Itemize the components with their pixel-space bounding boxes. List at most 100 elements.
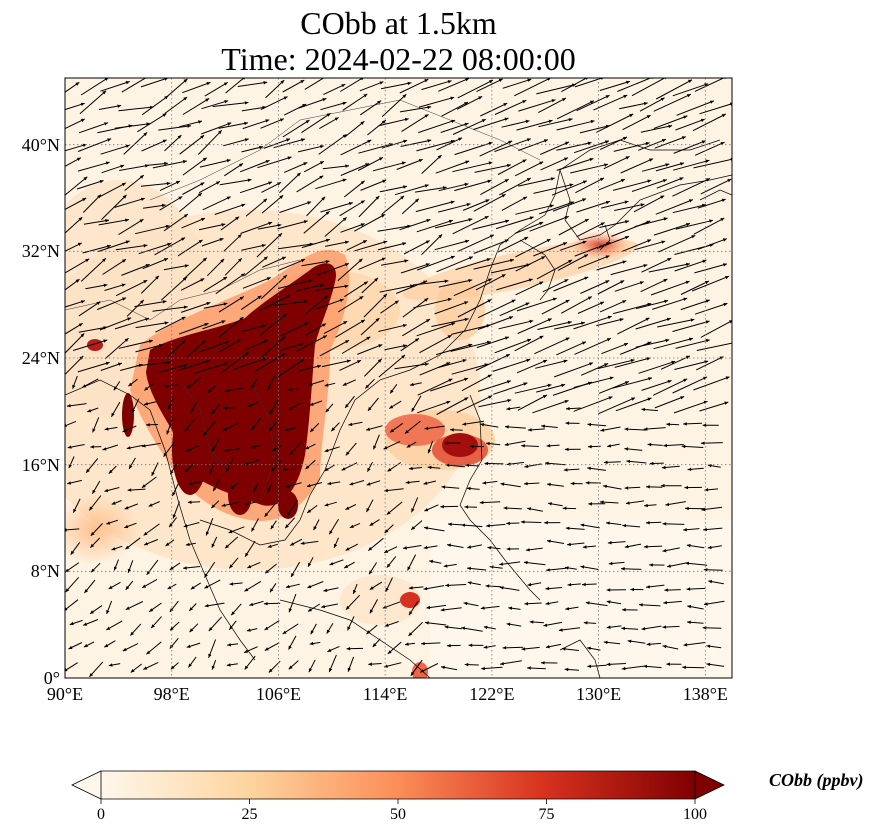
wind-arrow xyxy=(288,593,297,613)
wind-arrow xyxy=(515,255,546,272)
wind-arrow xyxy=(203,276,228,293)
wind-arrow xyxy=(146,641,162,655)
wind-arrow xyxy=(666,662,682,666)
wind-arrow xyxy=(495,216,534,230)
wind-arrow xyxy=(141,139,167,152)
wind-arrow xyxy=(657,318,695,328)
wind-arrow xyxy=(204,81,228,97)
wind-arrow xyxy=(113,559,119,571)
wind-arrow xyxy=(652,297,688,310)
wind-arrow xyxy=(404,642,416,646)
wind-arrow xyxy=(319,339,350,357)
wind-arrow xyxy=(514,335,544,352)
wind-arrow xyxy=(263,138,291,149)
wind-arrow xyxy=(211,404,220,415)
wind-arrow xyxy=(700,320,732,338)
wind-arrow xyxy=(467,544,482,549)
wind-arrow xyxy=(573,376,614,388)
wind-arrow xyxy=(693,376,730,391)
wind-arrow xyxy=(622,239,652,252)
wind-arrow xyxy=(247,401,259,408)
wind-arrow xyxy=(308,380,325,386)
wind-arrow xyxy=(267,482,273,493)
wind-arrow xyxy=(494,99,527,115)
wind-arrow xyxy=(456,395,493,414)
wind-arrow xyxy=(497,159,527,175)
wind-arrow xyxy=(417,378,453,396)
wind-arrow xyxy=(140,181,171,187)
wind-arrow xyxy=(101,194,127,220)
wind-arrow xyxy=(305,323,327,336)
wind-arrow xyxy=(707,545,722,550)
wind-arrow xyxy=(556,100,595,120)
wind-arrow xyxy=(499,302,530,317)
wind-arrow xyxy=(655,162,685,172)
wind-arrow xyxy=(556,141,592,151)
y-tick-label: 16°N xyxy=(21,454,60,475)
wind-arrow xyxy=(282,623,299,635)
wind-arrow xyxy=(264,563,277,574)
wind-arrow xyxy=(321,359,351,368)
wind-arrow xyxy=(603,484,622,490)
wind-arrow xyxy=(605,521,622,526)
wind-arrow xyxy=(533,242,568,257)
wind-arrow xyxy=(596,318,624,327)
wind-arrow xyxy=(220,216,240,231)
wind-arrow xyxy=(352,583,358,595)
wind-arrow xyxy=(676,100,715,116)
wind-arrow xyxy=(367,537,384,551)
wind-arrow xyxy=(662,547,680,553)
wind-arrow xyxy=(597,358,635,370)
wind-arrow xyxy=(78,301,101,317)
wind-arrow xyxy=(650,280,690,296)
wind-arrow xyxy=(102,258,127,275)
wind-arrow xyxy=(400,337,420,352)
wind-arrow xyxy=(65,81,80,93)
wind-arrow xyxy=(267,375,276,391)
wind-arrow xyxy=(284,517,296,529)
wind-arrow xyxy=(485,441,501,446)
wind-arrow xyxy=(357,156,384,171)
wind-arrow xyxy=(694,141,725,156)
wind-arrow xyxy=(288,660,299,670)
wind-arrow xyxy=(384,488,404,493)
wind-arrow xyxy=(261,181,282,193)
wind-arrow xyxy=(328,654,337,673)
wind-arrow xyxy=(67,444,85,449)
wind-arrow xyxy=(123,132,148,155)
wind-arrow xyxy=(673,140,706,154)
wind-arrow xyxy=(83,641,95,648)
map-title-line2: Time: 2024-02-22 08:00:00 xyxy=(221,41,576,77)
wind-arrow xyxy=(80,78,109,96)
wind-arrow xyxy=(347,616,355,631)
wind-arrow xyxy=(411,395,422,413)
wind-arrow xyxy=(106,620,123,631)
wind-arrow xyxy=(187,656,197,668)
wind-arrow xyxy=(687,604,704,610)
wind-arrow xyxy=(90,562,101,573)
colorbar xyxy=(71,770,725,804)
wind-arrow xyxy=(169,562,181,571)
wind-arrow xyxy=(180,278,205,291)
wind-arrow xyxy=(516,359,548,374)
wind-arrow xyxy=(562,506,577,510)
wind-arrow xyxy=(233,357,267,370)
wind-arrow xyxy=(576,94,610,112)
wind-arrow xyxy=(484,461,504,466)
wind-arrow xyxy=(603,155,630,170)
wind-arrow xyxy=(125,537,141,550)
wind-arrow xyxy=(474,163,511,173)
wind-arrow xyxy=(108,581,121,590)
wind-arrow xyxy=(624,486,641,490)
wind-arrow xyxy=(259,313,287,336)
wind-arrow xyxy=(556,158,594,171)
wind-arrow xyxy=(228,557,239,569)
x-tick-label: 106°E xyxy=(255,684,302,704)
wind-arrow xyxy=(296,175,324,193)
wind-arrow xyxy=(447,543,464,548)
wind-arrow xyxy=(204,579,221,589)
colorbar-gradient xyxy=(101,771,695,799)
wind-arrow xyxy=(241,145,264,153)
wind-arrow xyxy=(136,360,172,367)
wind-arrow xyxy=(682,665,705,670)
